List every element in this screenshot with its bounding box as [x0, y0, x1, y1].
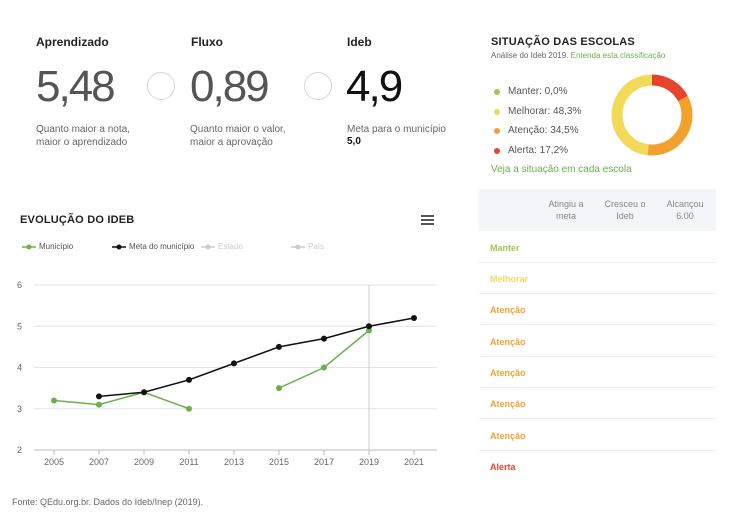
y-tick-label: 3 — [17, 404, 22, 414]
melhorar-dot-icon — [494, 108, 500, 115]
x-tick-label: 2015 — [269, 457, 289, 467]
situacao-subtitle-text: Análise do Ideb 2019. — [491, 51, 569, 60]
legend-meta[interactable]: Meta do município — [112, 242, 194, 251]
chart-menu-icon[interactable] — [421, 215, 434, 226]
x-tick-label: 2005 — [44, 457, 64, 467]
data-point-meta-do-munic-pio[interactable] — [231, 360, 237, 367]
data-point-meta-do-munic-pio[interactable] — [276, 343, 282, 350]
data-point-munic-pio[interactable] — [276, 385, 282, 392]
header-alcancou: Alcançou 6.00 — [666, 199, 704, 221]
legend-meta-label: Meta do município — [129, 242, 195, 251]
y-tick-label: 2 — [17, 445, 22, 455]
source-footer: Fonte: QEdu.org.br. Dados do Ideb/Inep (… — [12, 497, 204, 507]
table-header — [479, 189, 716, 231]
fluxo-description: Quanto maior o valor, maior a aprovação — [190, 124, 286, 148]
data-point-munic-pio[interactable] — [366, 327, 372, 334]
legend-pais-label: País — [308, 242, 325, 251]
aprendizado-description: Quanto maior a nota, maior o aprendizado — [36, 124, 130, 148]
legend-atencao: Atenção: 34,5% — [494, 125, 579, 136]
data-point-meta-do-munic-pio[interactable] — [96, 393, 102, 400]
header-cresceu-ideb: Cresceu o Ideb — [604, 199, 646, 221]
y-tick-label: 5 — [17, 321, 22, 331]
data-point-munic-pio[interactable] — [186, 405, 192, 412]
situacao-title: SITUAÇÃO DAS ESCOLAS — [491, 36, 635, 48]
table-row[interactable]: Melhorar — [479, 263, 716, 294]
row-status: Atenção — [490, 399, 526, 409]
alerta-dot-icon — [494, 147, 500, 154]
legend-estado-label: Estado — [218, 242, 243, 251]
row-status: Alerta — [490, 462, 516, 472]
ideb-title: Ideb — [347, 35, 372, 49]
legend-municipio-label: Município — [39, 242, 74, 251]
legend-melhorar-label: Melhorar: 48,3% — [508, 106, 582, 117]
classification-info-link[interactable]: Entenda esta classificação — [570, 51, 666, 60]
data-point-meta-do-munic-pio[interactable] — [141, 389, 147, 396]
series-line-munic-pio — [53, 391, 190, 410]
fluxo-title: Fluxo — [191, 35, 223, 49]
y-tick-label: 6 — [17, 280, 22, 290]
legend-estado[interactable]: Estado — [201, 242, 243, 251]
evolucao-title: EVOLUÇÃO DO IDEB — [20, 214, 135, 226]
row-status: Atenção — [490, 337, 526, 347]
ideb-value: 4,9 — [346, 62, 403, 111]
row-status: Melhorar — [490, 274, 529, 284]
aprendizado-value: 5,48 — [36, 62, 116, 111]
manter-dot-icon — [494, 88, 500, 95]
x-tick-label: 2009 — [134, 457, 154, 467]
municipio-line-icon — [22, 244, 36, 249]
data-point-meta-do-munic-pio[interactable] — [411, 315, 417, 321]
legend-municipio[interactable]: Município — [22, 242, 73, 251]
x-tick-label: 2019 — [359, 457, 379, 467]
table-row[interactable]: Atenção — [479, 388, 716, 419]
x-tick-label: 2011 — [179, 457, 198, 467]
ideb-meta-value: 5,0 — [347, 136, 361, 147]
data-point-munic-pio[interactable] — [96, 401, 102, 408]
table-row[interactable]: Atenção — [479, 326, 716, 357]
atencao-dot-icon — [494, 127, 500, 134]
table-row[interactable]: Manter — [479, 232, 716, 263]
row-status: Atenção — [490, 305, 526, 315]
x-tick-label: 2013 — [224, 457, 244, 467]
data-point-meta-do-munic-pio[interactable] — [366, 323, 372, 330]
data-point-munic-pio[interactable] — [51, 397, 57, 404]
legend-alerta-label: Alerta: 17,2% — [508, 145, 569, 156]
fluxo-value: 0,89 — [190, 62, 270, 111]
donut-slice-melhorar[interactable] — [611, 74, 693, 156]
meta-line-icon — [112, 244, 126, 249]
table-row[interactable]: Atenção — [479, 357, 716, 388]
pais-line-icon — [291, 244, 305, 249]
row-status: Atenção — [490, 368, 526, 378]
situacao-donut-chart — [611, 74, 693, 156]
legend-manter: Manter: 0,0% — [494, 86, 567, 97]
legend-pais[interactable]: País — [291, 242, 324, 251]
donut-slice-atenção[interactable] — [611, 74, 693, 156]
multiply-operator-icon — [147, 72, 175, 100]
ideb-evolution-chart: 2 3 4 5 6 2005 2007 2009 2011 2013 2015 2017 2019 202… — [17, 280, 437, 467]
header-atingiu-meta: Atingiu a meta — [548, 199, 584, 221]
x-tick-label: 2021 — [404, 457, 424, 467]
series-line-meta-do-munic-pio — [98, 317, 415, 398]
equals-operator-icon — [304, 72, 332, 100]
table-row[interactable]: Atenção — [479, 420, 716, 451]
see-schools-link[interactable]: Veja a situação em cada escola — [491, 164, 632, 175]
row-status: Manter — [490, 243, 520, 253]
data-point-munic-pio[interactable] — [321, 364, 327, 371]
legend-alerta: Alerta: 17,2% — [494, 145, 568, 156]
table-row[interactable]: Alerta — [479, 451, 716, 482]
legend-manter-label: Manter: 0,0% — [508, 86, 568, 97]
x-tick-label: 2007 — [89, 457, 109, 467]
aprendizado-title: Aprendizado — [36, 35, 109, 49]
estado-line-icon — [201, 244, 215, 249]
legend-melhorar: Melhorar: 48,3% — [494, 106, 581, 117]
y-tick-label: 4 — [17, 363, 22, 373]
situacao-subtitle: Análise do Ideb 2019. Entenda esta class… — [491, 51, 665, 60]
row-status: Atenção — [490, 431, 526, 441]
legend-atencao-label: Atenção: 34,5% — [508, 125, 579, 136]
table-row[interactable]: Atenção — [479, 294, 716, 325]
data-point-meta-do-munic-pio[interactable] — [186, 376, 192, 383]
x-tick-label: 2017 — [314, 457, 334, 467]
ideb-meta-label: Meta para o município — [347, 124, 446, 135]
data-point-meta-do-munic-pio[interactable] — [321, 335, 327, 342]
